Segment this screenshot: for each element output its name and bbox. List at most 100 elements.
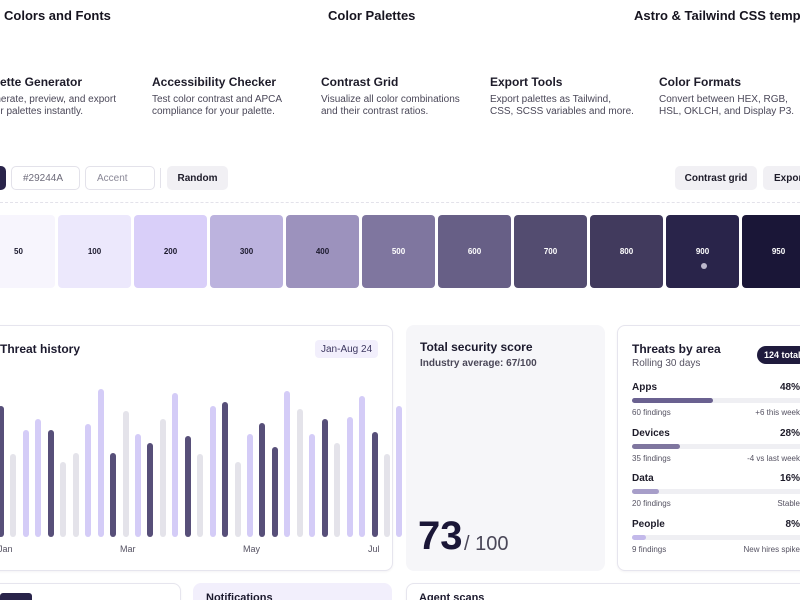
history-bar[interactable] xyxy=(85,424,92,537)
history-bar[interactable] xyxy=(234,462,241,537)
security-score-value: 73 xyxy=(418,514,463,558)
history-bar[interactable] xyxy=(147,443,154,537)
area-progress-fill xyxy=(632,489,659,494)
feature-palette-generator[interactable]: Palette Generator Generate, preview, and… xyxy=(0,75,116,118)
agent-scans-title: Agent scans xyxy=(419,592,485,600)
history-bar[interactable] xyxy=(184,436,191,537)
swatch-label: 200 xyxy=(163,247,178,256)
history-bar[interactable] xyxy=(97,389,104,537)
history-bar[interactable] xyxy=(309,434,316,537)
feature-desc: Generate, preview, and export xyxy=(0,94,116,105)
feature-desc: CSS, SCSS variables and more. xyxy=(490,106,634,117)
feature-export-tools[interactable]: Export Tools Export palettes as Tailwind… xyxy=(490,75,634,118)
area-findings: 9 findings xyxy=(632,544,667,554)
feature-desc: HSL, OKLCH, and Display P3. xyxy=(659,106,795,117)
accent-input[interactable]: Accent xyxy=(85,166,155,190)
dark-chip xyxy=(0,593,32,600)
history-bar[interactable] xyxy=(359,396,366,537)
threat-history-title: Threat history xyxy=(0,342,81,356)
export-button[interactable]: Export xyxy=(763,166,800,190)
feature-title: Color Formats xyxy=(659,75,742,89)
swatch-500[interactable]: 500 xyxy=(362,215,435,288)
swatch-800[interactable]: 800 xyxy=(590,215,663,288)
history-bar[interactable] xyxy=(334,443,341,537)
history-bar[interactable] xyxy=(259,423,266,537)
history-bar[interactable] xyxy=(222,402,229,537)
date-range-badge[interactable]: Jan-Aug 24 xyxy=(315,340,379,358)
history-bar[interactable] xyxy=(271,447,278,537)
security-score-max: / 100 xyxy=(464,533,509,555)
threats-by-area-title: Threats by area xyxy=(632,342,721,356)
area-trend: Stable xyxy=(777,499,800,508)
history-bar[interactable] xyxy=(60,462,67,537)
history-bar[interactable] xyxy=(247,434,253,537)
base-color-swatch[interactable] xyxy=(0,166,6,190)
area-progress-fill xyxy=(632,443,680,449)
history-bar[interactable] xyxy=(371,432,378,537)
threats-by-area-subtitle: Rolling 30 days xyxy=(632,358,701,369)
swatch-label: 50 xyxy=(14,247,23,256)
area-progress-track xyxy=(632,398,800,403)
history-bar[interactable] xyxy=(10,454,17,537)
history-bar[interactable] xyxy=(47,430,54,537)
random-button[interactable]: Random xyxy=(167,166,228,190)
history-bar[interactable] xyxy=(110,453,117,537)
history-bar[interactable] xyxy=(122,411,129,537)
area-progress-track xyxy=(632,534,800,540)
swatch-600[interactable]: 600 xyxy=(438,215,511,288)
feature-title: Accessibility Checker xyxy=(152,75,277,89)
area-name: Apps xyxy=(632,382,657,393)
nav-colors-and-fonts[interactable]: Colors and Fonts xyxy=(4,8,111,23)
history-bar[interactable] xyxy=(22,430,29,537)
history-bar[interactable] xyxy=(383,454,390,537)
area-findings: 20 findings xyxy=(632,499,671,508)
feature-color-formats[interactable]: Color Formats Convert between HEX, RGB, … xyxy=(659,75,794,118)
contrast-grid-button[interactable]: Contrast grid xyxy=(675,166,757,190)
agent-scans-card xyxy=(406,583,800,600)
history-bar[interactable] xyxy=(159,419,166,537)
swatch-50[interactable]: 50 xyxy=(0,215,55,288)
history-bar[interactable] xyxy=(296,409,303,537)
history-bar[interactable] xyxy=(35,419,42,537)
feature-desc: Convert between HEX, RGB, xyxy=(659,94,788,105)
swatch-label: 700 xyxy=(543,247,558,256)
swatch-900[interactable]: 900 xyxy=(666,215,739,288)
feature-contrast-grid[interactable]: Contrast Grid Visualize all color combin… xyxy=(321,75,460,118)
history-bar[interactable] xyxy=(72,453,79,537)
history-bar[interactable] xyxy=(284,391,291,537)
feature-desc: Visualize all color combinations xyxy=(321,94,460,105)
history-bar[interactable] xyxy=(209,406,216,537)
swatch-100[interactable]: 100 xyxy=(58,215,131,288)
swatch-300[interactable]: 300 xyxy=(210,215,283,288)
swatch-label: 400 xyxy=(315,247,330,256)
feature-accessibility-checker[interactable]: Accessibility Checker Test color contras… xyxy=(152,75,282,118)
swatch-700[interactable]: 700 xyxy=(514,215,587,288)
month-label-jul: Jul xyxy=(368,544,380,554)
notifications-card xyxy=(193,583,392,600)
history-bar[interactable] xyxy=(346,417,353,537)
swatch-400[interactable]: 400 xyxy=(286,215,359,288)
bottom-left-card xyxy=(0,583,181,600)
area-percent: 8% xyxy=(785,518,800,530)
history-bar[interactable] xyxy=(321,419,328,537)
history-bar[interactable] xyxy=(396,406,403,537)
swatch-950[interactable]: 950 xyxy=(742,215,800,288)
area-progress-fill xyxy=(632,398,713,403)
feature-title: Palette Generator xyxy=(0,75,83,89)
hex-input[interactable]: #29244A xyxy=(11,166,80,190)
nav-color-palettes[interactable]: Color Palettes xyxy=(328,8,416,23)
history-bar[interactable] xyxy=(0,406,4,537)
history-bar[interactable] xyxy=(197,454,204,537)
feature-desc: Export palettes as Tailwind, xyxy=(490,94,611,105)
notifications-title: Notifications xyxy=(206,592,273,600)
feature-title: Contrast Grid xyxy=(321,75,399,89)
history-bar[interactable] xyxy=(134,434,141,537)
nav-astro-tailwind-template[interactable]: Astro & Tailwind CSS template xyxy=(634,8,800,23)
month-label-jan: Jan xyxy=(0,544,13,554)
toolbar-divider xyxy=(160,168,161,188)
total-threats-badge: 124 total xyxy=(757,346,800,364)
swatch-200[interactable]: 200 xyxy=(134,215,207,288)
month-label-mar: Mar xyxy=(120,544,136,554)
history-bar[interactable] xyxy=(172,393,179,537)
area-progress-track xyxy=(632,489,800,494)
